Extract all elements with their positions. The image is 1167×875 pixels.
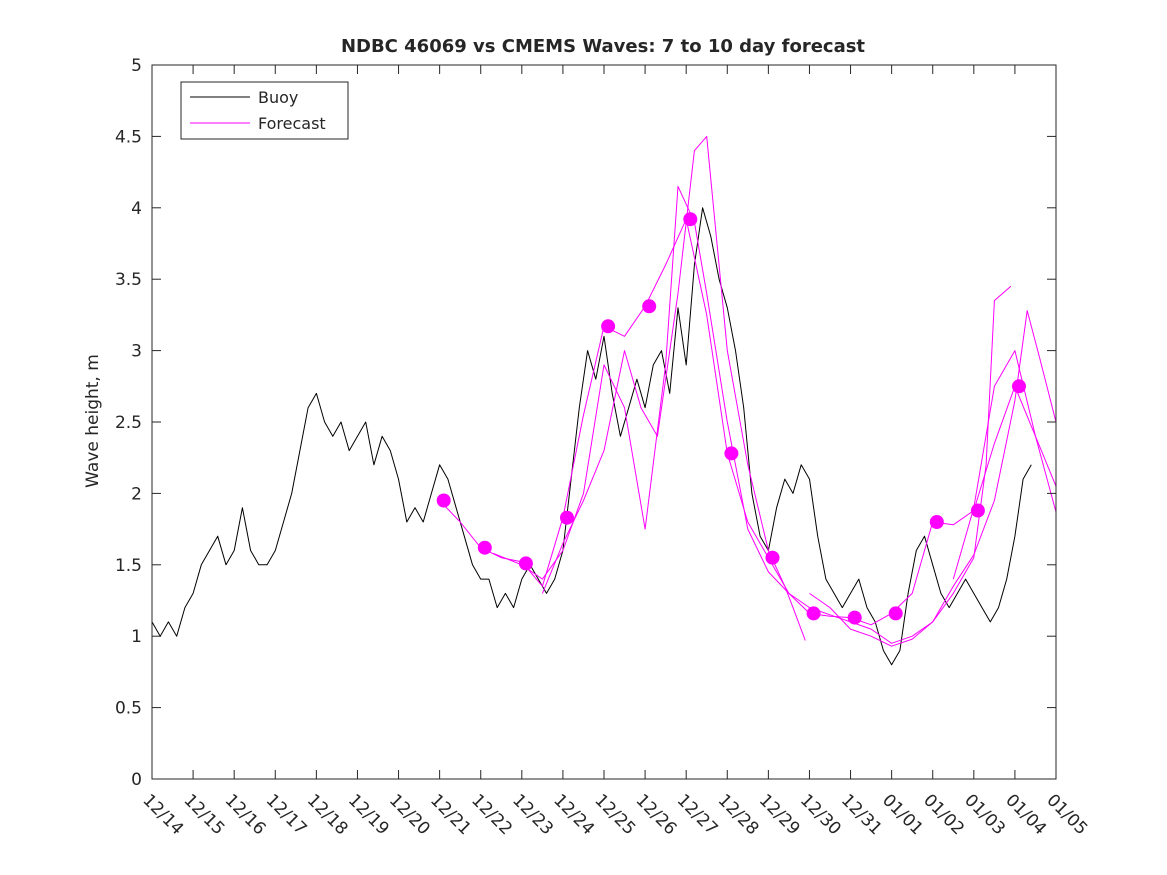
x-tick-label: 12/25 — [590, 790, 639, 839]
series-layer — [151, 135, 1057, 666]
forecast-marker — [518, 556, 533, 571]
x-tick-label: 01/05 — [1042, 790, 1091, 839]
forecast-marker — [477, 540, 492, 555]
x-tick-label: 12/15 — [180, 790, 229, 839]
forecast-series-line-2 — [492, 185, 1012, 644]
x-tick-label: 01/01 — [878, 790, 927, 839]
y-tick-label: 1.5 — [115, 556, 142, 576]
y-tick-label: 0 — [131, 770, 142, 790]
forecast-marker — [970, 503, 985, 518]
forecast-marker — [436, 493, 451, 508]
forecast-marker — [1012, 379, 1026, 394]
x-tick-label: 12/31 — [837, 790, 886, 839]
marker-layer — [436, 212, 1026, 625]
forecast-marker — [683, 212, 698, 227]
y-tick-label: 2 — [131, 484, 142, 504]
forecast-marker — [847, 610, 862, 625]
x-tick-label: 12/22 — [467, 790, 516, 839]
forecast-series-line-5 — [952, 350, 1057, 580]
x-tick-label: 12/17 — [262, 790, 311, 839]
x-tick-label: 12/26 — [632, 790, 681, 839]
plot-area — [152, 65, 1056, 779]
y-tick-label: 3.5 — [115, 270, 142, 290]
y-tick-label: 2.5 — [115, 413, 142, 433]
x-tick-label: 01/03 — [960, 790, 1009, 839]
x-tick-label: 01/02 — [919, 790, 968, 839]
x-tick-label: 12/27 — [673, 790, 722, 839]
y-axis-label: Wave height, m — [83, 354, 103, 488]
y-tick-label: 3 — [131, 342, 142, 362]
x-tick-label: 12/29 — [755, 790, 804, 839]
x-tick-label: 12/18 — [303, 790, 352, 839]
x-tick-label: 12/16 — [221, 790, 270, 839]
forecast-marker — [642, 299, 657, 314]
forecast-series-line-4 — [809, 310, 1057, 647]
y-tick-label: 0.5 — [115, 699, 142, 719]
chart-title: NDBC 46069 vs CMEMS Waves: 7 to 10 day f… — [341, 36, 865, 57]
x-tick-label: 12/30 — [796, 790, 845, 839]
legend-box — [180, 81, 349, 140]
legend-buoy-label: Buoy — [258, 88, 298, 107]
x-tick-label: 12/24 — [549, 790, 598, 839]
legend: Buoy Forecast — [180, 81, 349, 140]
y-tick-label: 4 — [131, 199, 142, 219]
forecast-marker — [929, 515, 944, 529]
buoy-series-line — [151, 207, 1032, 666]
y-tick-label: 1 — [131, 627, 142, 647]
x-tick-label: 12/20 — [385, 790, 434, 839]
forecast-marker — [806, 606, 821, 621]
forecast-series-line-1 — [439, 218, 1057, 626]
x-tick-label: 12/23 — [508, 790, 557, 839]
forecast-marker — [601, 319, 616, 334]
x-tick-label: 12/19 — [344, 790, 393, 839]
legend-forecast-label: Forecast — [258, 114, 326, 133]
x-tick-label: 12/28 — [714, 790, 763, 839]
x-tick-label: 01/04 — [1001, 790, 1050, 839]
forecast-marker — [560, 510, 574, 525]
y-tick-label: 5 — [131, 56, 142, 76]
forecast-marker — [888, 606, 903, 621]
forecast-marker — [724, 446, 739, 461]
forecast-marker — [765, 550, 780, 565]
x-tick-label: 12/21 — [426, 790, 475, 839]
y-tick-label: 4.5 — [115, 127, 142, 147]
x-tick-label: 12/14 — [138, 790, 187, 839]
